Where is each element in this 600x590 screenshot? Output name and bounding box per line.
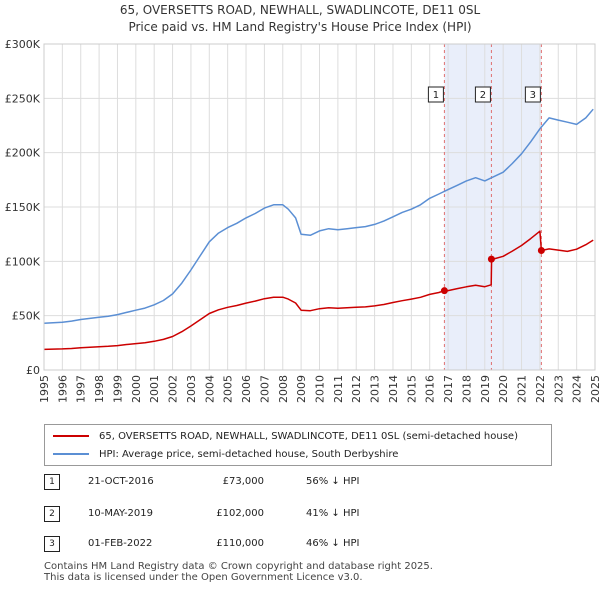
y-tick-label: £50K — [12, 310, 41, 323]
legend-red-line-swatch — [53, 435, 89, 437]
x-tick-label: 2002 — [167, 375, 180, 403]
sale-marker-number: 3 — [530, 90, 536, 101]
sale-point — [537, 246, 545, 254]
x-tick-label: 2004 — [203, 375, 216, 403]
x-tick-label: 2000 — [130, 375, 143, 403]
sale-date: 10-MAY-2019 — [88, 508, 154, 519]
legend-item-hpi: HPI: Average price, semi-detached house,… — [53, 446, 398, 462]
table-row: 1 21-OCT-2016 £73,000 56% ↓ HPI — [44, 474, 404, 490]
y-tick-label: £200K — [5, 147, 41, 160]
sale-point — [440, 287, 448, 295]
x-tick-label: 2009 — [295, 375, 308, 403]
y-tick-label: £250K — [5, 92, 41, 105]
sale-point — [487, 255, 495, 263]
x-tick-label: 2022 — [534, 375, 547, 403]
x-tick-label: 2003 — [185, 375, 198, 403]
x-tick-label: 2013 — [369, 375, 382, 403]
plot-border — [43, 43, 596, 371]
sale-hpi-diff: 56% ↓ HPI — [306, 476, 360, 487]
sale-marker-number: 1 — [433, 90, 439, 101]
x-tick-label: 2018 — [460, 375, 473, 403]
footer-license: This data is licensed under the Open Gov… — [44, 572, 363, 583]
sale-date: 01-FEB-2022 — [88, 538, 153, 549]
sale-hpi-diff: 41% ↓ HPI — [306, 508, 360, 519]
x-tick-label: 2007 — [258, 375, 271, 403]
sale-hpi-diff: 46% ↓ HPI — [306, 538, 360, 549]
x-tick-label: 2011 — [332, 375, 345, 403]
x-tick-label: 2021 — [516, 375, 529, 403]
x-tick-label: 2006 — [240, 375, 253, 403]
price-chart: £0 £50K £100K £150K £200K £250K £300K 1995 1996 1… — [5, 38, 600, 403]
y-tick-label: £300K — [5, 38, 41, 51]
y-tick-label: £100K — [5, 255, 41, 268]
sale-number-badge: 1 — [44, 474, 60, 490]
legend-property-label: 65, OVERSETTS ROAD, NEWHALL, SWADLINCOTE… — [99, 430, 518, 442]
x-tick-label: 2001 — [148, 375, 161, 403]
x-tick-label: 2020 — [497, 375, 510, 403]
x-tick-label: 2008 — [277, 375, 290, 403]
table-row: 3 01-FEB-2022 £110,000 46% ↓ HPI — [44, 536, 404, 552]
x-tick-label: 2019 — [479, 375, 492, 403]
sale-marker-box — [427, 86, 444, 103]
sale-price: £102,000 — [216, 508, 264, 519]
chart-title: 65, OVERSETTS ROAD, NEWHALL, SWADLINCOTE… — [119, 3, 481, 17]
x-tick-label: 2016 — [424, 375, 437, 403]
footer: Contains HM Land Registry data © Crown c… — [44, 561, 433, 583]
x-tick-label: 2010 — [314, 375, 327, 403]
chart-subtitle: Price paid vs. HM Land Registry's House … — [128, 20, 472, 34]
x-tick-label: 1999 — [111, 375, 124, 403]
property-series-line — [43, 230, 594, 351]
sale-number-badge: 2 — [44, 506, 60, 522]
x-tick-label: 2012 — [350, 375, 363, 403]
legend-blue-line-swatch — [53, 453, 89, 455]
x-tick-label: 2024 — [571, 375, 584, 403]
x-tick-label: 1997 — [75, 375, 88, 403]
x-tick-label: 1995 — [38, 375, 51, 403]
sale-marker-box — [524, 86, 541, 103]
table-row: 2 10-MAY-2019 £102,000 41% ↓ HPI — [44, 506, 404, 522]
sale-date: 21-OCT-2016 — [88, 476, 154, 487]
x-tick-label: 1996 — [56, 375, 69, 403]
legend-item-property: 65, OVERSETTS ROAD, NEWHALL, SWADLINCOTE… — [53, 428, 518, 444]
hpi-series-line — [43, 108, 594, 325]
x-tick-label: 1998 — [93, 375, 106, 403]
x-tick-label: 2025 — [589, 375, 600, 403]
x-tick-label: 2017 — [442, 375, 455, 403]
y-tick-label: £0 — [26, 364, 40, 377]
legend-hpi-label: HPI: Average price, semi-detached house,… — [99, 448, 399, 460]
sale-marker-box — [474, 86, 491, 103]
x-tick-label: 2014 — [387, 375, 400, 403]
sale-marker-number: 2 — [480, 90, 486, 101]
x-tick-label: 2023 — [552, 375, 565, 403]
x-tick-label: 2005 — [222, 375, 235, 403]
legend: 65, OVERSETTS ROAD, NEWHALL, SWADLINCOTE… — [44, 424, 552, 466]
y-tick-label: £150K — [5, 201, 41, 214]
sale-price: £73,000 — [222, 476, 264, 487]
x-tick-label: 2015 — [405, 375, 418, 403]
sale-number-badge: 3 — [44, 536, 60, 552]
sale-price: £110,000 — [216, 538, 264, 549]
footer-copyright: Contains HM Land Registry data © Crown c… — [44, 561, 433, 572]
